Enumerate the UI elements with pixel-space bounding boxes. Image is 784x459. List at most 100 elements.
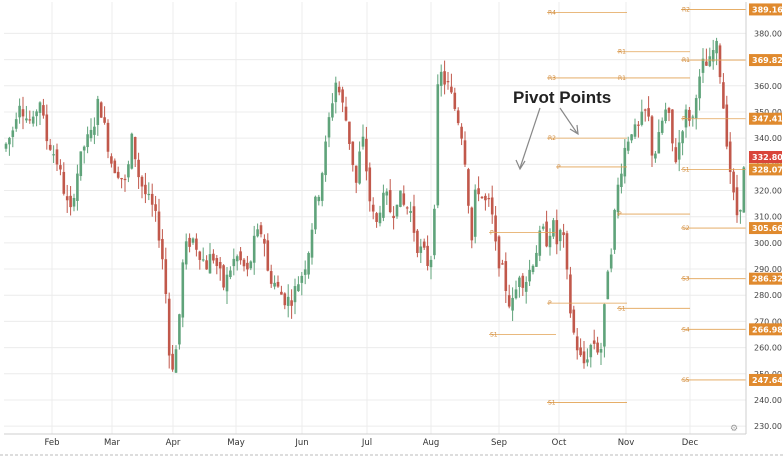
candle-body — [310, 229, 314, 258]
candle-body — [677, 142, 681, 160]
annotation-pivot-points: Pivot Points — [513, 88, 611, 107]
candle-body — [439, 71, 443, 86]
candle-body — [480, 196, 484, 199]
candle-body — [164, 259, 168, 295]
candle-body — [463, 140, 467, 165]
gear-icon: ⚙ — [730, 424, 738, 434]
candle-body — [501, 263, 504, 265]
pivot-label: S2 — [682, 225, 690, 232]
candle-body — [490, 197, 494, 215]
candle-body — [341, 89, 344, 103]
candle-body — [405, 207, 409, 209]
pivot-label: R4 — [548, 9, 556, 16]
candle-body — [229, 270, 232, 278]
candle-body — [688, 109, 691, 121]
candle-body — [72, 197, 76, 207]
candle-body — [337, 86, 341, 93]
candle-body — [157, 211, 161, 241]
candle-body — [453, 92, 457, 109]
candle-body — [252, 235, 256, 263]
price-tag — [749, 112, 782, 125]
candle-body — [385, 191, 389, 196]
pivot-label: P — [490, 229, 494, 236]
candle-body — [552, 220, 555, 237]
candle-body — [555, 220, 559, 245]
candle-body — [429, 259, 433, 268]
y-tick-label: 380.00 — [754, 29, 782, 38]
candle-body — [735, 187, 739, 216]
pivot-label: S4 — [682, 326, 690, 333]
candle-body — [371, 204, 375, 212]
candle-body — [419, 246, 423, 253]
candle-body — [273, 282, 276, 287]
candle-body — [446, 81, 450, 83]
candle-body — [484, 195, 487, 201]
candle-body — [545, 221, 548, 247]
candle-body — [650, 116, 654, 156]
candle-body — [127, 164, 130, 178]
candle-body — [45, 114, 49, 142]
candle-body — [65, 196, 69, 201]
y-tick-label: 350.00 — [754, 108, 782, 117]
candle-body — [433, 208, 436, 256]
pivot-label: R1 — [682, 57, 690, 64]
candle-body — [358, 151, 361, 184]
candle-body — [477, 188, 480, 195]
candle-body — [613, 209, 616, 250]
x-tick-label: Sep — [491, 438, 507, 448]
price-tag-label: 266.98 — [752, 325, 783, 334]
candle-body — [195, 238, 198, 250]
candle-body — [725, 104, 729, 147]
candle-body — [592, 340, 596, 344]
candle-body — [630, 134, 633, 141]
candle-body — [249, 261, 253, 269]
annotation-arrowhead-right — [569, 124, 579, 136]
candle-body — [456, 110, 460, 124]
candle-body — [103, 117, 106, 123]
price-tag-label: 305.66 — [752, 224, 783, 233]
candle-body — [388, 190, 392, 213]
x-tick-label: Jun — [294, 438, 308, 448]
candle-body — [507, 295, 511, 307]
candle-body — [739, 209, 742, 212]
candle-body — [620, 173, 623, 188]
candle-body — [599, 349, 603, 353]
candle-body — [4, 143, 8, 149]
candle-body — [25, 118, 28, 121]
candle-body — [681, 131, 684, 144]
candle-body — [55, 149, 59, 165]
candle-body — [528, 269, 531, 282]
candle-body — [626, 141, 630, 151]
pivot-label: R2 — [548, 135, 556, 142]
candle-body — [436, 84, 440, 206]
candle-body — [705, 61, 708, 66]
price-tag-label: 286.32 — [752, 275, 783, 284]
candle-body — [42, 105, 45, 116]
candle-body — [198, 251, 202, 260]
x-tick-label: Feb — [44, 438, 59, 448]
pivot-label: R3 — [548, 75, 556, 82]
candle-body — [256, 229, 259, 237]
x-tick-label: Dec — [682, 438, 699, 448]
candle-body — [137, 159, 140, 178]
candle-body — [351, 141, 355, 166]
candle-body — [246, 262, 249, 270]
candle-body — [443, 71, 446, 85]
candle-body — [232, 258, 236, 267]
candle-body — [293, 286, 297, 303]
candle-body — [317, 196, 321, 202]
candle-body — [280, 291, 283, 295]
candle-body — [460, 126, 463, 139]
candle-body — [222, 265, 225, 288]
candle-body — [205, 260, 208, 270]
candle-body — [647, 108, 650, 117]
candle-body — [59, 165, 62, 170]
candle-body — [569, 274, 572, 314]
candle-layer — [4, 37, 746, 374]
candle-body — [470, 207, 474, 241]
candle-body — [395, 204, 399, 217]
candle-body — [52, 154, 55, 156]
y-tick-label: 340.00 — [754, 134, 782, 143]
